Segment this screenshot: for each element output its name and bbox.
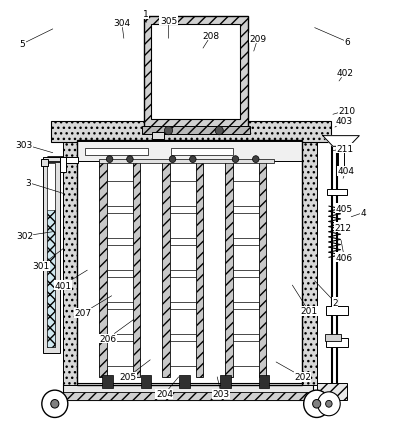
Circle shape <box>164 127 172 135</box>
Bar <box>179 375 190 389</box>
Circle shape <box>215 127 223 135</box>
Bar <box>132 162 140 377</box>
Bar <box>107 246 132 271</box>
Text: 212: 212 <box>330 223 351 233</box>
Bar <box>232 246 258 271</box>
Bar <box>60 158 66 173</box>
Text: 202: 202 <box>275 362 310 382</box>
Bar <box>324 334 340 341</box>
Bar <box>107 310 132 334</box>
Bar <box>51 121 330 143</box>
Bar <box>169 310 195 334</box>
Bar <box>47 164 55 347</box>
Bar <box>151 25 240 120</box>
Bar <box>99 162 107 377</box>
Bar <box>60 158 78 164</box>
Text: 211: 211 <box>332 144 353 154</box>
Text: 303: 303 <box>15 140 53 153</box>
Circle shape <box>303 390 329 417</box>
Polygon shape <box>322 136 358 147</box>
Bar <box>162 162 169 377</box>
Text: 1: 1 <box>143 10 149 23</box>
Bar <box>170 149 233 155</box>
Text: 3: 3 <box>26 178 63 194</box>
Text: 6: 6 <box>314 29 349 47</box>
Bar <box>85 149 148 155</box>
Circle shape <box>42 390 68 417</box>
Circle shape <box>312 400 320 408</box>
Bar <box>63 383 312 400</box>
Bar <box>325 307 347 315</box>
Bar <box>232 310 258 334</box>
Circle shape <box>232 156 238 163</box>
Bar <box>316 383 346 400</box>
Text: 304: 304 <box>113 19 130 39</box>
Text: 206: 206 <box>99 320 134 343</box>
Text: 305: 305 <box>160 17 177 39</box>
Circle shape <box>317 392 339 416</box>
Text: 401: 401 <box>54 271 87 290</box>
Text: 403: 403 <box>334 117 352 128</box>
Bar <box>47 211 55 347</box>
Bar <box>169 278 195 302</box>
Bar <box>232 182 258 207</box>
Bar <box>232 278 258 302</box>
Text: 210: 210 <box>332 106 355 115</box>
Text: 204: 204 <box>156 377 178 399</box>
Bar <box>258 375 269 389</box>
Text: 404: 404 <box>337 167 354 179</box>
Circle shape <box>189 156 196 163</box>
Bar <box>220 375 230 389</box>
Bar <box>107 278 132 302</box>
Bar <box>99 160 273 164</box>
Bar <box>144 17 247 128</box>
Bar <box>107 342 132 366</box>
Bar <box>302 141 316 386</box>
Circle shape <box>169 156 175 163</box>
Text: 402: 402 <box>336 69 353 82</box>
Bar <box>63 141 77 386</box>
Text: 209: 209 <box>249 35 266 52</box>
Bar <box>225 162 232 377</box>
Bar <box>107 182 132 207</box>
Text: 207: 207 <box>75 296 111 318</box>
Bar <box>142 127 249 134</box>
Circle shape <box>325 400 331 407</box>
Text: 301: 301 <box>32 249 63 271</box>
Bar <box>43 158 60 354</box>
Circle shape <box>126 156 133 163</box>
Circle shape <box>51 400 59 408</box>
Bar <box>102 375 113 389</box>
Text: 2: 2 <box>314 281 337 307</box>
Bar <box>40 159 48 167</box>
Bar <box>63 392 312 400</box>
Bar <box>107 214 132 239</box>
Bar <box>77 141 302 162</box>
Text: 205: 205 <box>119 360 150 382</box>
Bar <box>169 342 195 366</box>
Text: 4: 4 <box>350 208 365 218</box>
Text: 406: 406 <box>335 241 352 262</box>
Bar <box>169 214 195 239</box>
Bar <box>325 339 347 347</box>
Bar <box>232 342 258 366</box>
Circle shape <box>252 156 258 163</box>
Circle shape <box>106 156 113 163</box>
Bar <box>326 190 346 196</box>
Text: 201: 201 <box>292 285 316 316</box>
Bar <box>232 214 258 239</box>
Text: 405: 405 <box>335 204 352 213</box>
Text: 302: 302 <box>16 232 53 241</box>
Bar <box>141 375 151 389</box>
Bar <box>337 147 343 166</box>
Bar <box>169 182 195 207</box>
Bar <box>195 162 202 377</box>
Bar <box>258 162 265 377</box>
Text: 5: 5 <box>19 30 53 49</box>
Bar <box>77 141 302 386</box>
Text: 203: 203 <box>212 377 229 399</box>
Bar <box>169 246 195 271</box>
Bar <box>152 133 164 140</box>
Text: 208: 208 <box>202 32 219 49</box>
